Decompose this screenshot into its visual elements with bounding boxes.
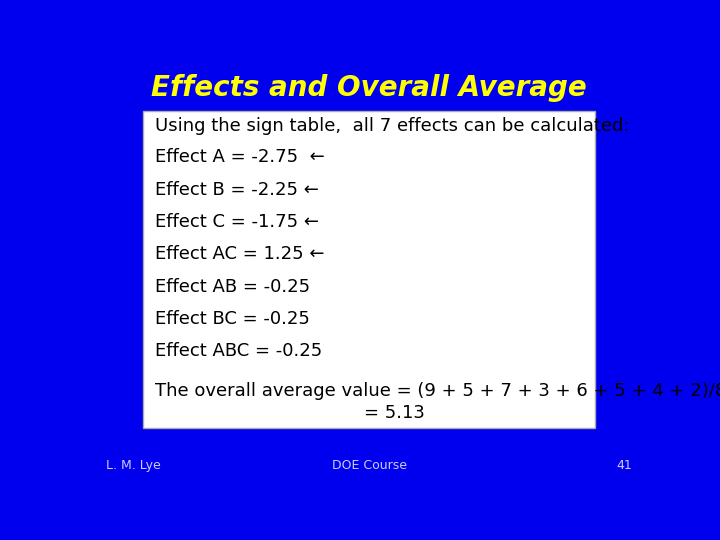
Text: Effect B = -2.25 ←: Effect B = -2.25 ← [155,180,319,199]
Text: Effect BC = -0.25: Effect BC = -0.25 [155,310,310,328]
Text: Effect ABC = -0.25: Effect ABC = -0.25 [155,342,323,360]
Text: Using the sign table,  all 7 effects can be calculated:: Using the sign table, all 7 effects can … [155,117,629,136]
Text: Effects and Overall Average: Effects and Overall Average [151,74,587,102]
Text: DOE Course: DOE Course [331,458,407,472]
Text: The overall average value = (9 + 5 + 7 + 3 + 6 + 5 + 4 + 2)/8: The overall average value = (9 + 5 + 7 +… [155,382,720,400]
Text: Effect AB = -0.25: Effect AB = -0.25 [155,278,310,295]
Text: Effect C = -1.75 ←: Effect C = -1.75 ← [155,213,319,231]
Text: Effect A = -2.75  ←: Effect A = -2.75 ← [155,148,325,166]
Text: Effect AC = 1.25 ←: Effect AC = 1.25 ← [155,245,325,263]
Bar [143,111,595,428]
Text: = 5.13: = 5.13 [364,404,426,422]
Text: L. M. Lye: L. M. Lye [106,458,161,472]
Text: 41: 41 [617,458,632,472]
